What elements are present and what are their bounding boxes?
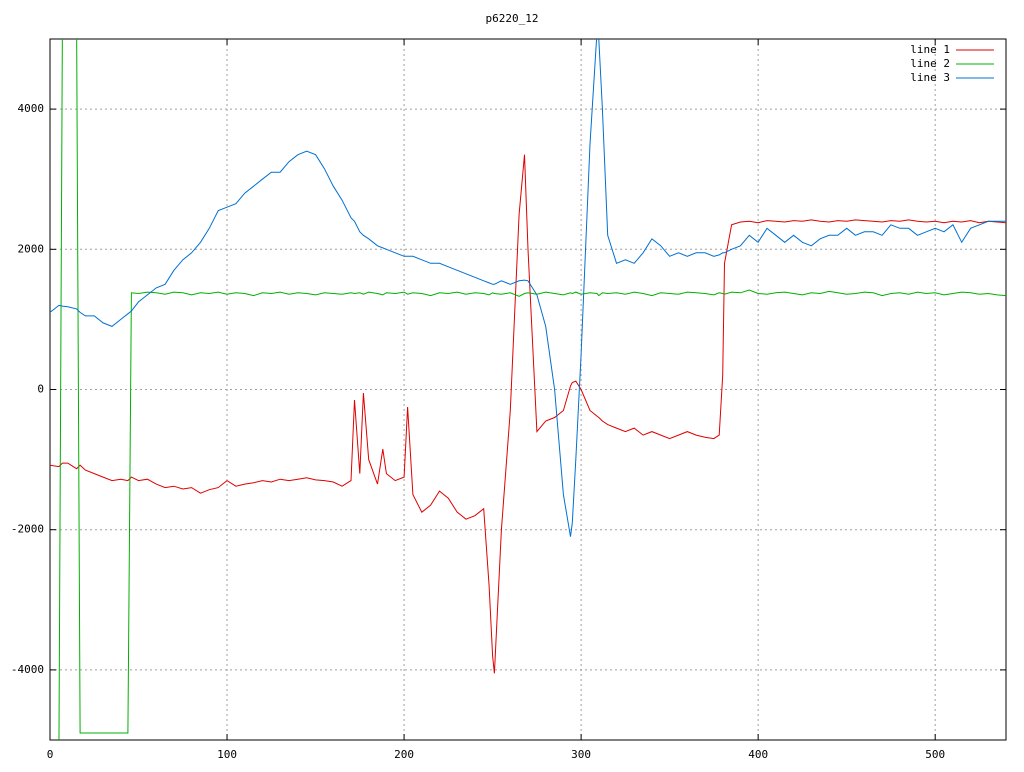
data-line [50,154,1006,674]
x-tick-label: 200 [394,748,414,761]
y-tick-label: -4000 [11,663,44,676]
chart-title: p6220_12 [486,12,539,25]
y-tick-label: -2000 [11,523,44,536]
y-tick-label: 0 [37,383,44,396]
plot-frame [49,38,1007,741]
y-tick-label: 4000 [18,102,45,115]
legend-label: line 3 [910,71,950,84]
data-line [58,39,1006,740]
data-line [50,39,1006,537]
y-tick-label: 2000 [18,242,45,255]
x-tick-label: 0 [47,748,54,761]
legend-label: line 2 [910,57,950,70]
x-tick-label: 400 [748,748,768,761]
legend-label: line 1 [910,43,950,56]
x-tick-label: 100 [217,748,237,761]
x-tick-label: 500 [925,748,945,761]
x-tick-label: 300 [571,748,591,761]
